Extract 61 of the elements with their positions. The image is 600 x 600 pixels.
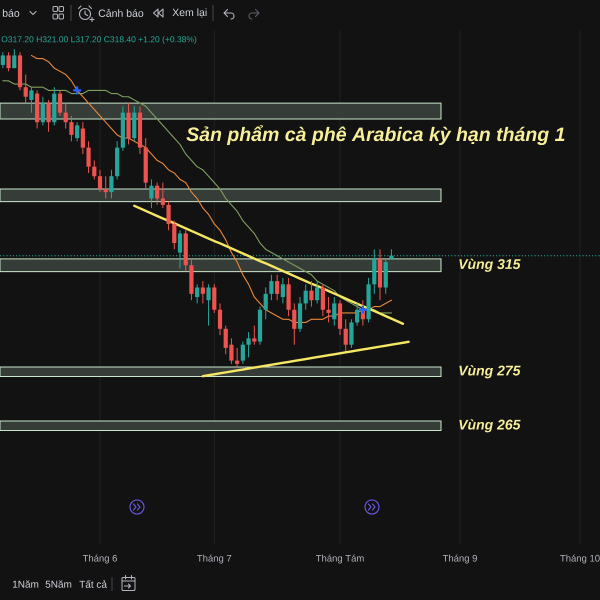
candlestick xyxy=(349,318,354,348)
candlestick xyxy=(86,140,91,174)
candlestick xyxy=(320,284,325,317)
text: báo xyxy=(2,9,20,17)
candlestick xyxy=(280,277,285,304)
candlestick xyxy=(69,115,74,142)
candlestick xyxy=(235,347,240,368)
text: 5Năm xyxy=(46,580,72,588)
candlestick xyxy=(75,122,80,142)
candlestick xyxy=(309,280,314,308)
candlestick xyxy=(98,169,102,193)
text: Xem lại xyxy=(172,8,206,18)
candlestick xyxy=(212,284,216,314)
candlestick xyxy=(92,160,96,180)
band-label: Vùng 315 xyxy=(459,258,521,272)
candlestick xyxy=(149,178,154,209)
band-label: Vùng 275 xyxy=(459,365,521,378)
candlestick xyxy=(104,176,108,199)
candlestick xyxy=(240,341,245,364)
candlestick xyxy=(80,122,85,154)
candlestick xyxy=(160,182,165,209)
text: Cảnh báo xyxy=(98,9,144,17)
candlestick xyxy=(172,220,176,250)
candlestick xyxy=(166,201,171,231)
candlestick xyxy=(64,102,68,130)
text: Sản phẩm cà phê Arabica kỳ hạn tháng 1 xyxy=(186,125,564,146)
candlestick xyxy=(155,182,160,206)
text: 1Năm xyxy=(12,580,38,588)
candlestick xyxy=(246,332,251,358)
band-label: Vùng 265 xyxy=(459,419,521,432)
candlestick xyxy=(344,318,348,352)
candlestick xyxy=(40,96,45,126)
candlestick xyxy=(292,302,296,346)
candlestick xyxy=(6,52,11,72)
candlestick xyxy=(332,296,336,326)
x-tick-label: Tháng 7 xyxy=(197,554,232,564)
candlestick xyxy=(109,169,114,199)
candlestick xyxy=(195,284,200,304)
candlestick xyxy=(24,74,28,104)
candlestick xyxy=(29,86,34,114)
text: O317.20 H321.00 L317.20 C318.40 +1.20 (+0.38%) xyxy=(2,36,196,44)
candlestick xyxy=(58,90,62,116)
candlestick xyxy=(0,52,5,69)
x-tick-label: Tháng 10 xyxy=(560,554,600,564)
candlestick xyxy=(12,48,16,69)
candlestick xyxy=(200,280,205,304)
candlestick xyxy=(315,280,320,304)
candlestick xyxy=(355,302,360,326)
x-tick-label: Tháng Tám xyxy=(316,554,364,564)
candlestick xyxy=(304,284,308,310)
candlestick xyxy=(252,325,256,346)
candlestick xyxy=(275,274,280,301)
candlestick xyxy=(218,302,222,336)
text: Tất cả xyxy=(79,580,107,588)
candlestick xyxy=(46,99,51,132)
candlestick xyxy=(269,274,274,301)
x-tick-label: Tháng 6 xyxy=(82,554,117,564)
x-tick-label: Tháng 9 xyxy=(442,554,477,564)
candlestick xyxy=(326,296,331,323)
candlestick xyxy=(206,284,211,326)
candlestick xyxy=(264,287,268,320)
